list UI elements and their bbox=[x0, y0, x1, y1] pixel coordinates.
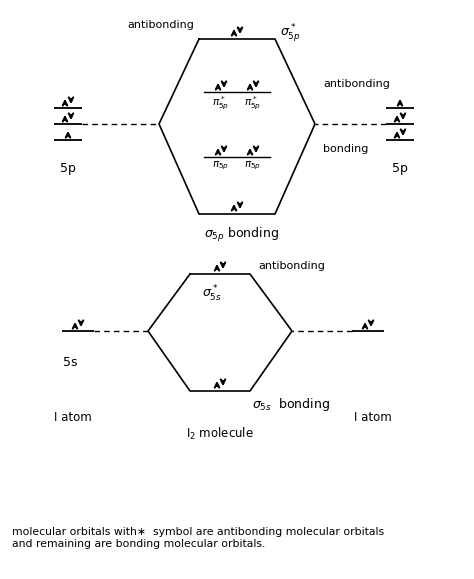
Text: $\sigma^*_{5s}$: $\sigma^*_{5s}$ bbox=[202, 284, 222, 304]
Text: $\pi_{5p}$: $\pi_{5p}$ bbox=[245, 160, 262, 173]
Text: I$_2$ molecule: I$_2$ molecule bbox=[186, 426, 254, 442]
Text: 5p: 5p bbox=[392, 162, 408, 175]
Text: antibonding: antibonding bbox=[127, 20, 194, 30]
Text: molecular orbitals with∗  symbol are antibonding molecular orbitals
and remainin: molecular orbitals with∗ symbol are anti… bbox=[12, 527, 384, 548]
Text: $\sigma^*_{5p}$: $\sigma^*_{5p}$ bbox=[280, 22, 301, 44]
Text: 5s: 5s bbox=[63, 356, 77, 369]
Text: I atom: I atom bbox=[354, 411, 392, 424]
Text: $\sigma_{5p}$ bonding: $\sigma_{5p}$ bonding bbox=[204, 226, 280, 244]
Text: $\pi^*_{5p}$: $\pi^*_{5p}$ bbox=[245, 95, 262, 112]
Text: 5p: 5p bbox=[60, 162, 76, 175]
Text: I atom: I atom bbox=[54, 411, 92, 424]
Text: antibonding: antibonding bbox=[323, 79, 390, 89]
Text: bonding: bonding bbox=[323, 144, 368, 154]
Text: antibonding: antibonding bbox=[258, 261, 325, 271]
Text: $\pi^*_{5p}$: $\pi^*_{5p}$ bbox=[212, 95, 229, 112]
Text: $\pi_{5p}$: $\pi_{5p}$ bbox=[212, 160, 229, 173]
Text: $\sigma_{5s}$  bonding: $\sigma_{5s}$ bonding bbox=[252, 396, 330, 413]
